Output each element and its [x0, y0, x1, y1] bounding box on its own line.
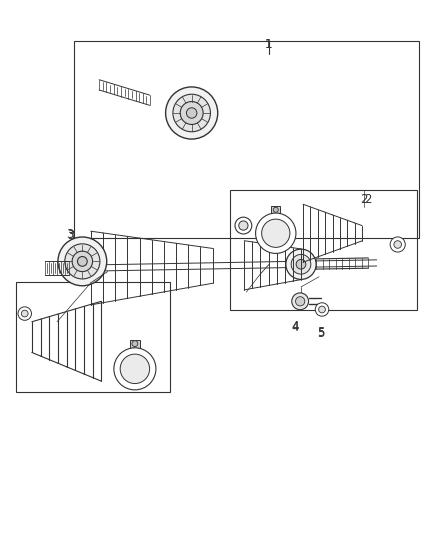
Ellipse shape	[296, 260, 306, 269]
Ellipse shape	[319, 306, 325, 313]
Bar	[16, 282, 170, 392]
Ellipse shape	[18, 307, 32, 320]
Text: 1: 1	[265, 37, 272, 51]
Ellipse shape	[390, 237, 405, 252]
Bar	[130, 340, 140, 349]
Ellipse shape	[291, 254, 311, 274]
Ellipse shape	[261, 219, 290, 247]
Ellipse shape	[166, 87, 218, 139]
Text: 2: 2	[364, 193, 371, 206]
Ellipse shape	[286, 249, 316, 279]
Ellipse shape	[235, 217, 252, 234]
Ellipse shape	[72, 251, 92, 272]
Ellipse shape	[58, 237, 107, 286]
Ellipse shape	[256, 213, 296, 253]
Text: 1: 1	[265, 37, 272, 51]
Ellipse shape	[78, 256, 87, 266]
Ellipse shape	[132, 341, 138, 346]
Text: 4: 4	[292, 320, 299, 333]
Text: 5: 5	[317, 326, 325, 339]
Ellipse shape	[187, 108, 197, 118]
Ellipse shape	[120, 354, 150, 384]
Ellipse shape	[296, 297, 305, 306]
Text: 2: 2	[360, 193, 368, 206]
Ellipse shape	[180, 101, 203, 125]
Text: 3: 3	[66, 228, 74, 241]
Text: 3: 3	[67, 229, 74, 242]
Ellipse shape	[315, 303, 329, 316]
Ellipse shape	[292, 293, 308, 310]
Ellipse shape	[273, 207, 278, 212]
Bar	[230, 190, 417, 310]
Ellipse shape	[21, 310, 28, 317]
Bar	[74, 42, 419, 238]
Ellipse shape	[65, 244, 100, 279]
Text: 5: 5	[317, 327, 325, 340]
Ellipse shape	[394, 241, 402, 248]
Ellipse shape	[173, 94, 210, 132]
Ellipse shape	[239, 221, 248, 230]
Text: 4: 4	[292, 321, 299, 334]
Ellipse shape	[114, 348, 156, 390]
Bar	[271, 206, 280, 214]
